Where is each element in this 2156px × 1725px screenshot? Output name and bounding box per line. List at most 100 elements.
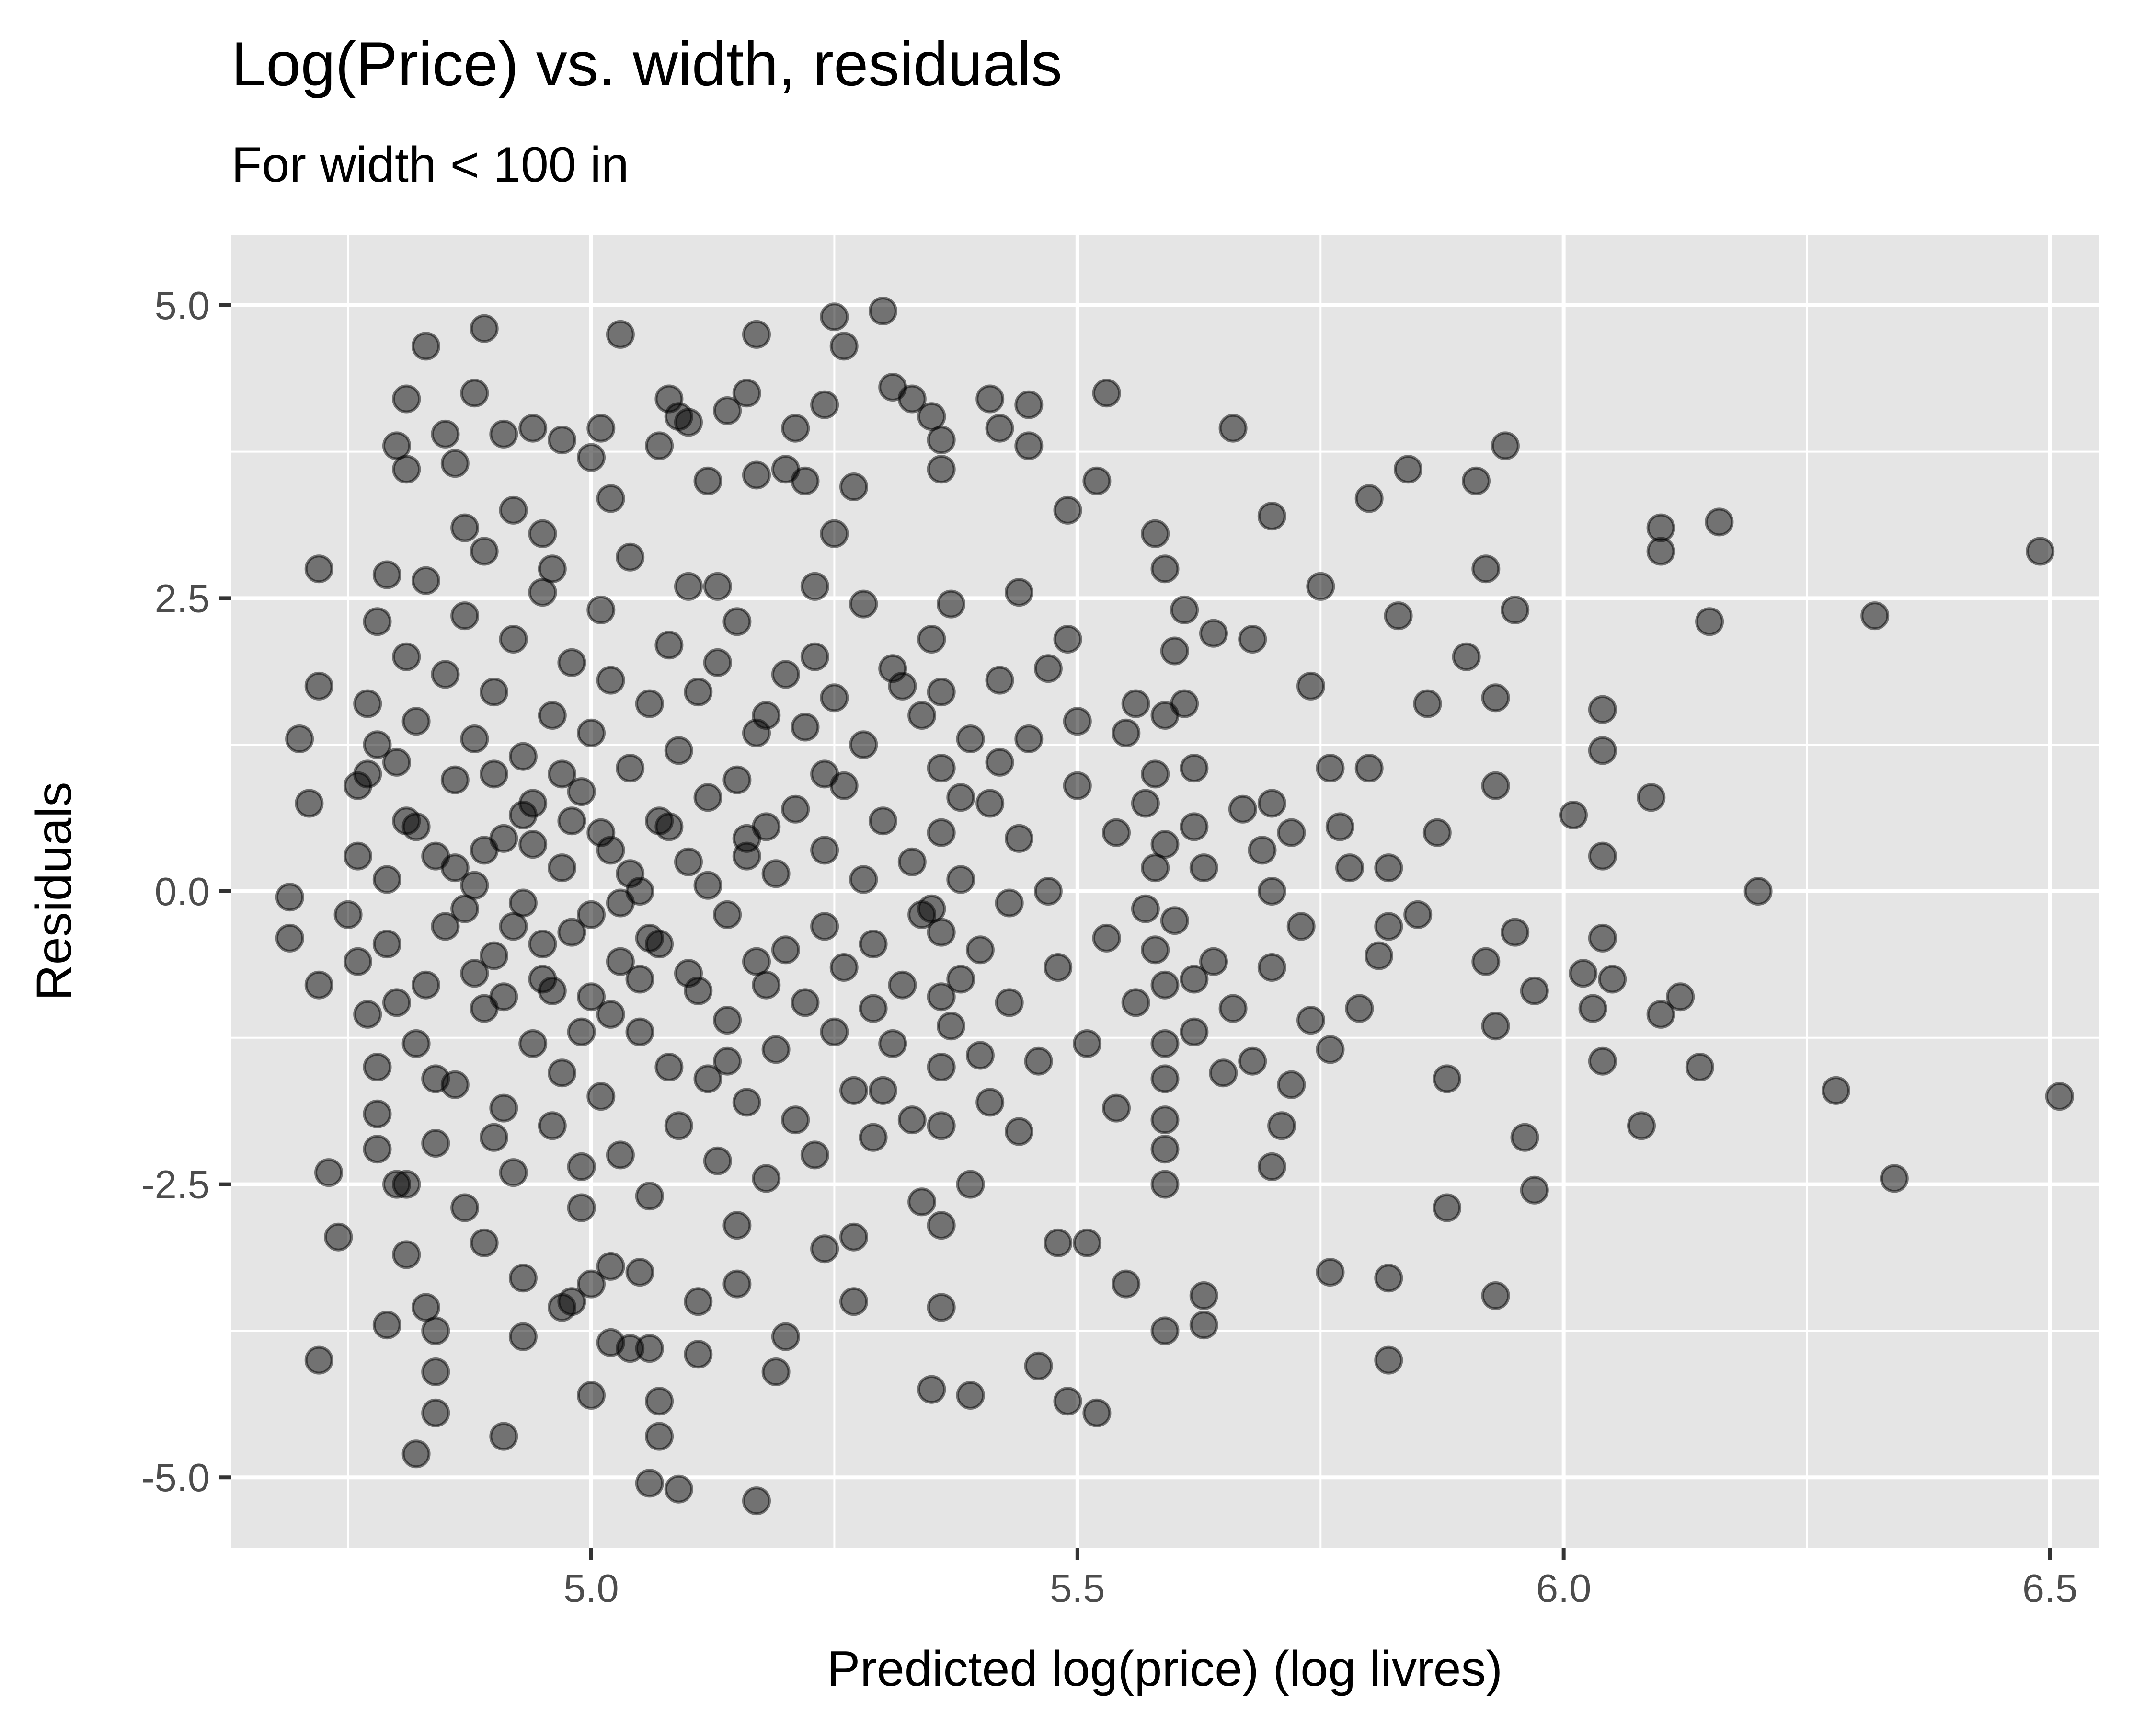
data-point [431,912,460,941]
data-point [489,1422,518,1451]
data-point [771,935,800,965]
data-point [577,1269,606,1299]
data-point [674,572,703,601]
y-tick-label: -2.5 [141,1162,210,1207]
data-point [635,1182,664,1211]
data-point [304,1346,333,1375]
data-point [480,759,508,789]
data-point [616,542,645,572]
data-point [1316,754,1345,783]
data-point [1374,912,1403,941]
data-point [703,572,732,601]
data-point [917,625,946,654]
data-point [382,1170,411,1199]
data-point [781,1105,810,1135]
data-point [363,1053,392,1081]
data-point [1044,1228,1073,1257]
data-point [839,1287,868,1316]
data-point [975,789,1005,818]
data-point [1860,601,1890,631]
data-point [1131,789,1160,818]
data-point [489,982,518,1012]
data-point [732,379,761,408]
data-point [1481,1281,1510,1310]
data-point [586,818,616,847]
data-point [1286,912,1316,941]
y-tick-label: -5.0 [141,1455,210,1500]
data-point [965,935,995,965]
data-point [1433,1064,1462,1093]
data-point [985,414,1014,443]
data-point [897,384,927,414]
data-point [1345,994,1374,1023]
data-point [917,402,946,431]
data-point [693,1064,722,1093]
data-point [713,396,742,425]
data-point [1520,1175,1549,1205]
data-point [897,847,927,876]
data-point [480,678,508,707]
data-point [674,959,703,988]
data-point [577,900,606,929]
data-point [372,1311,401,1340]
data-point [927,818,956,847]
data-point [1121,689,1150,718]
data-point [1005,824,1033,853]
data-point [946,783,975,812]
data-point [304,554,333,584]
data-point [975,384,1005,414]
data-point [401,812,431,841]
data-point [1238,1046,1267,1076]
data-point [1588,841,1617,871]
data-point [820,1017,849,1046]
data-point [800,642,829,671]
data-point [1024,1046,1053,1076]
data-point [470,537,499,566]
data-point [645,1387,674,1416]
data-point [927,982,956,1012]
data-point [538,554,567,584]
data-point [586,1082,616,1111]
data-point [392,1240,421,1269]
data-point [1257,502,1286,531]
data-point [703,648,732,677]
data-point [577,1381,606,1410]
data-point [1257,953,1286,982]
data-point [1384,601,1413,631]
data-point [528,930,557,959]
data-point [421,1316,450,1346]
data-point [470,314,499,343]
data-point [548,1058,577,1088]
data-point [1306,572,1335,601]
data-point [645,431,674,460]
data-point [567,1193,596,1222]
data-point [1112,1269,1141,1299]
data-point [1092,379,1121,408]
data-point [2045,1082,2074,1111]
data-point [1491,431,1520,460]
data-point [917,1375,946,1404]
data-point [363,1135,392,1164]
data-point [518,414,548,443]
data-point [1578,994,1607,1023]
data-point [732,841,761,871]
data-point [839,1222,868,1252]
data-point [557,648,586,677]
data-point [616,859,645,888]
data-point [927,1053,956,1081]
data-point [927,1211,956,1240]
data-point [1433,1193,1462,1222]
x-tick-label: 5.0 [563,1566,619,1610]
data-point [567,777,596,806]
data-point [829,771,859,800]
data-point [450,1193,480,1222]
data-point [363,607,392,636]
data-point [499,495,528,525]
data-point [1141,853,1170,883]
data-point [372,865,401,894]
data-point [363,1099,392,1128]
data-point [820,302,849,332]
data-point [1588,923,1617,953]
data-point [1150,1029,1180,1058]
